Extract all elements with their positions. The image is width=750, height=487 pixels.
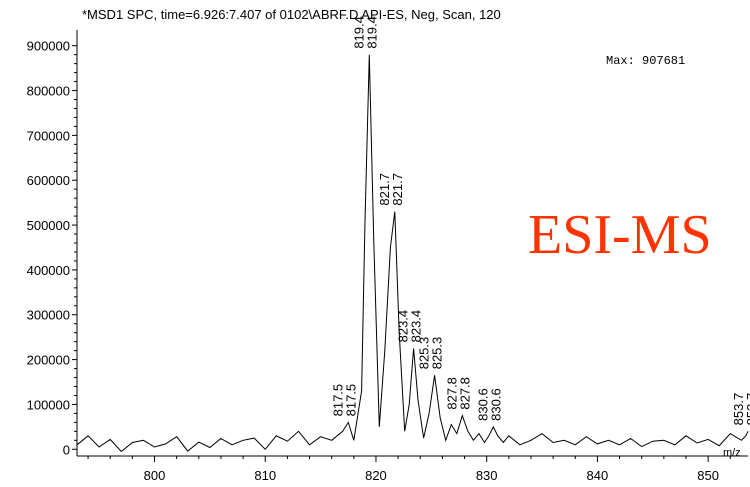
y-tick-label: 900000 — [27, 39, 70, 54]
peak-label: 819.4 — [351, 16, 366, 49]
y-tick-label: 300000 — [27, 308, 70, 323]
peak-label: 821.7 — [390, 173, 405, 206]
x-axis-ticks: 800 810 820 830 840 850 — [87, 456, 731, 483]
spectrum-trace — [76, 54, 749, 453]
y-tick-label: 0 — [63, 442, 70, 457]
y-tick-label: 500000 — [27, 218, 70, 233]
peak-label: 830.6 — [475, 388, 490, 421]
x-tick-label: 840 — [587, 468, 609, 483]
y-tick-label: 800000 — [27, 84, 70, 99]
peak-label: 830.6 — [488, 388, 503, 421]
y-tick-label: 100000 — [27, 397, 70, 412]
y-axis-ticks: 0 100000 200000 300000 400000 500000 600000 700… — [27, 39, 77, 457]
y-tick-label: 600000 — [27, 173, 70, 188]
x-tick-label: 800 — [144, 468, 166, 483]
peak-label: 825.3 — [417, 337, 432, 370]
peak-label: 827.8 — [457, 377, 472, 410]
peak-label: 819.4 — [364, 16, 379, 49]
chart-title: *MSD1 SPC, time=6.926:7.407 of 0102\ABRF… — [82, 7, 501, 22]
peak-label: 853.7 — [731, 393, 746, 426]
peak-label: 827.8 — [444, 377, 459, 410]
x-tick-label: 820 — [365, 468, 387, 483]
y-tick-label: 400000 — [27, 263, 70, 278]
peak-label: 821.7 — [377, 173, 392, 206]
peak-label: 817.5 — [330, 384, 345, 417]
peak-label: 823.4 — [396, 310, 411, 343]
esi-ms-overlay-label: ESI-MS — [528, 204, 712, 266]
y-tick-label: 700000 — [27, 128, 70, 143]
peak-label: 825.3 — [430, 337, 445, 370]
peak-label: 817.5 — [343, 384, 358, 417]
x-axis-unit-label: m/z — [723, 447, 741, 459]
max-intensity-label: Max: 907681 — [606, 54, 685, 68]
x-tick-label: 850 — [697, 468, 719, 483]
x-tick-label: 830 — [476, 468, 498, 483]
peak-label: 823.4 — [409, 310, 424, 343]
y-tick-label: 200000 — [27, 353, 70, 368]
peak-label: 853.7 — [744, 393, 750, 426]
x-tick-label: 810 — [254, 468, 276, 483]
